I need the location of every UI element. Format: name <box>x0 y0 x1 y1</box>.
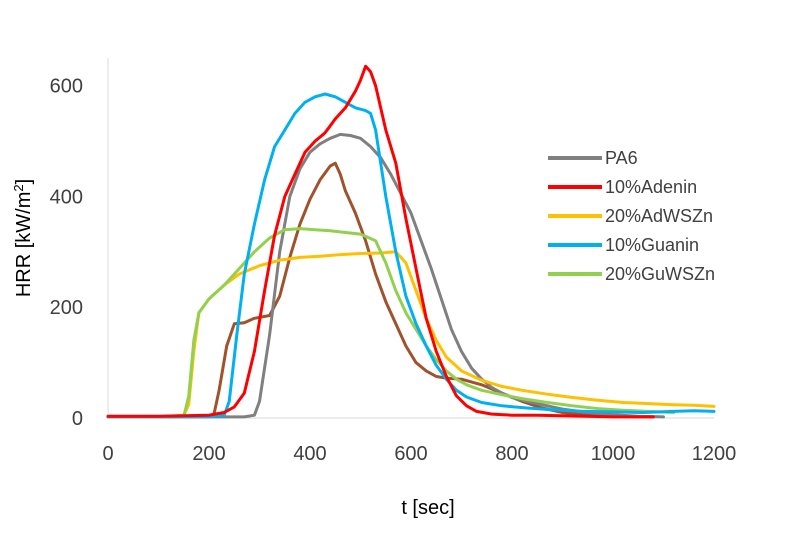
x-tick-label: 800 <box>495 443 528 465</box>
y-tick-label: 200 <box>50 297 83 319</box>
x-tick-label: 1200 <box>692 443 737 465</box>
x-tick-label: 0 <box>102 443 113 465</box>
x-tick-label: 1000 <box>591 443 636 465</box>
legend-label: 20%AdWSZn <box>605 206 713 226</box>
y-tick-label: 0 <box>72 408 83 430</box>
series-line-20-guwszn <box>106 227 676 419</box>
x-tick-label: 200 <box>192 443 225 465</box>
legend-label: 10%Adenin <box>605 177 697 197</box>
series-lines <box>106 64 716 419</box>
y-tick-label: 600 <box>50 76 83 98</box>
legend-label: PA6 <box>605 148 638 168</box>
series-line-pa6 <box>106 132 665 419</box>
x-tick-label: 400 <box>293 443 326 465</box>
series-line-10-guanin <box>106 92 716 419</box>
y-axis-title: HRR [kW/m2] <box>11 179 35 297</box>
x-tick-label: 600 <box>394 443 427 465</box>
x-axis-title: t [sec] <box>401 497 454 519</box>
y-axis-title-superscript: 2 <box>11 184 26 191</box>
x-tick-labels: 0 200 400 600 800 1000 1200 <box>102 443 736 465</box>
legend-label: 20%GuWSZn <box>605 264 715 284</box>
y-tick-labels: 0 200 400 600 <box>50 76 83 430</box>
legend: PA6 10%Adenin 20%AdWSZn 10%Guanin 20%GuWSZn <box>548 148 715 284</box>
legend-label: 10%Guanin <box>605 235 699 255</box>
y-tick-label: 400 <box>50 186 83 208</box>
y-axis-title-end: ] <box>13 179 35 185</box>
y-axis-title-main: HRR [kW/m <box>13 192 35 298</box>
series-line-10-adenin <box>106 64 655 419</box>
